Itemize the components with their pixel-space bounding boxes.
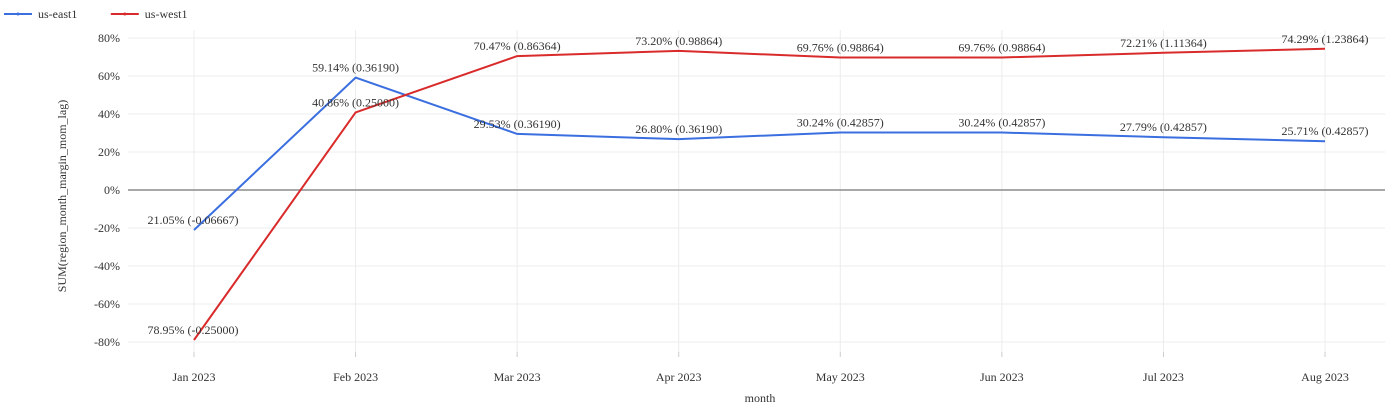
x-tick-label: Feb 2023 [333,370,378,384]
x-tick-label: May 2023 [816,370,865,384]
series-layer [193,47,1326,341]
data-label: 59.14% (0.36190) [312,61,399,75]
data-label: 25.71% (0.42857) [1282,124,1369,138]
data-label: 26.80% (0.36190) [635,122,722,136]
y-tick-label: 80% [98,31,120,45]
x-tick-label: Jan 2023 [173,370,216,384]
x-tick-label: Jul 2023 [1143,370,1184,384]
series-line-us-west1[interactable] [193,47,1326,341]
data-label: 40.86% (0.25000) [312,95,399,109]
x-axis-title: month [745,391,776,405]
y-tick-label: 40% [98,107,120,121]
data-label: 72.21% (1.11364) [1120,36,1207,50]
data-label-layer: 21.05% (-0.06667) 59.14% (0.36190) 29.53% … [148,32,1369,337]
y-tick-label: -60% [94,297,120,311]
data-label: 69.76% (0.98864) [958,40,1045,54]
legend-item-us-east1[interactable]: us-east1 [4,7,77,21]
data-label: 30.24% (0.42857) [958,116,1045,130]
x-tick-label: Mar 2023 [494,370,541,384]
data-label: 29.53% (0.36190) [474,117,561,131]
legend-label: us-west1 [145,7,188,21]
data-label: 27.79% (0.42857) [1120,120,1207,134]
x-tick-label: Apr 2023 [656,370,702,384]
legend[interactable]: us-east1 us-west1 [4,7,187,21]
data-label: 69.76% (0.98864) [797,40,884,54]
y-tick-label: -40% [94,259,120,273]
y-tick-label: -20% [94,221,120,235]
data-label: 21.05% (-0.06667) [148,213,239,227]
legend-item-us-west1[interactable]: us-west1 [110,7,188,21]
y-tick-label: 20% [98,145,120,159]
data-label: 73.20% (0.98864) [635,34,722,48]
y-tick-label: 0% [104,183,120,197]
data-label: 70.47% (0.86364) [474,39,561,53]
data-label: 30.24% (0.42857) [797,116,884,130]
legend-marker [16,12,20,16]
axis-layer: 80% 60% 40% 20% 0% -20% -40% -60% -80% Jan 2023 Fe… [94,31,1385,384]
y-tick-label: 60% [98,69,120,83]
x-tick-label: Jun 2023 [980,370,1024,384]
y-tick-label: -80% [94,335,120,349]
data-label: 74.29% (1.23864) [1282,32,1369,46]
series-line-us-east1[interactable] [193,76,1326,231]
legend-label: us-east1 [38,7,77,21]
data-label: 78.95% (-0.25000) [148,323,239,337]
x-tick-label: Aug 2023 [1301,370,1349,384]
legend-marker [123,12,127,16]
grid-layer [128,30,1385,352]
y-axis-title: SUM(region_month_margin_mom_lag) [55,100,69,292]
